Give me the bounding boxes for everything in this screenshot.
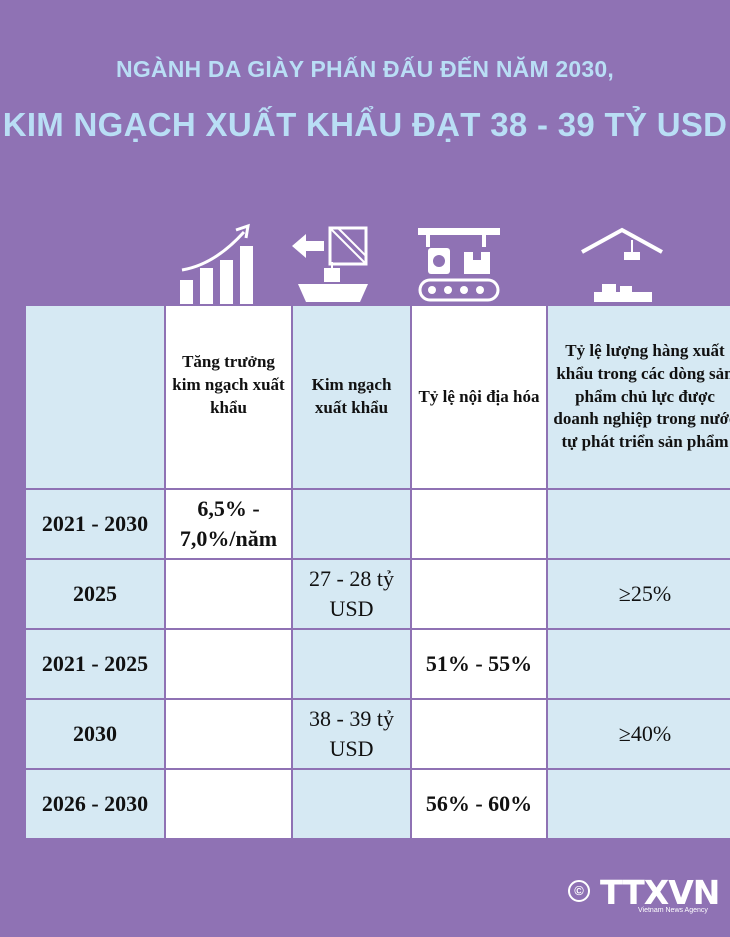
ttxvn-logo: TTXVN (600, 873, 720, 912)
growth-chart-icon (180, 223, 253, 306)
table-row: 2021 - 2030 6,5% - 7,0%/năm (24, 488, 730, 560)
share-cell (546, 488, 730, 560)
header-cell-empty (24, 304, 166, 490)
period-cell: 2021 - 2030 (24, 488, 166, 560)
table-row: 2025 27 - 28 tỷ USD ≥25% (24, 558, 730, 630)
localization-cell (410, 558, 548, 630)
growth-cell (164, 698, 293, 770)
factory-conveyor-icon (418, 228, 500, 302)
header-cell-localization: Tỷ lệ nội địa hóa (410, 304, 548, 490)
export-cell: 38 - 39 tỷ USD (291, 698, 412, 770)
targets-table: Tăng trưởng kim ngạch xuất khẩu Kim ngạc… (24, 304, 730, 840)
header-cell-export: Kim ngạch xuất khẩu (291, 304, 412, 490)
period-cell: 2025 (24, 558, 166, 630)
period-cell: 2021 - 2025 (24, 628, 166, 700)
localization-cell: 51% - 55% (410, 628, 548, 700)
export-ship-icon (292, 226, 368, 302)
table-row: 2021 - 2025 51% - 55% (24, 628, 730, 700)
table-row: 2026 - 2030 56% - 60% (24, 768, 730, 840)
period-cell: 2030 (24, 698, 166, 770)
table-header-row: Tăng trưởng kim ngạch xuất khẩu Kim ngạc… (24, 304, 730, 490)
export-cell (291, 768, 412, 840)
copyright-icon: © (568, 880, 590, 902)
share-cell (546, 768, 730, 840)
export-cell (291, 628, 412, 700)
header-cell-share: Tỷ lệ lượng hàng xuất khẩu trong các dòn… (546, 304, 730, 490)
share-cell: ≥40% (546, 698, 730, 770)
page-title-line-2: KIM NGẠCH XUẤT KHẨU ĐẠT 38 - 39 TỶ USD (2, 106, 728, 143)
share-cell: ≥25% (546, 558, 730, 630)
localization-cell (410, 488, 548, 560)
share-cell (546, 628, 730, 700)
agency-name: Vietnam News Agency (638, 907, 708, 914)
growth-cell (164, 768, 293, 840)
warehouse-crane-icon (581, 227, 663, 302)
export-cell: 27 - 28 tỷ USD (291, 558, 412, 630)
table-row: 2030 38 - 39 tỷ USD ≥40% (24, 698, 730, 770)
growth-cell (164, 628, 293, 700)
localization-cell (410, 698, 548, 770)
export-cell (291, 488, 412, 560)
period-cell: 2026 - 2030 (24, 768, 166, 840)
growth-cell: 6,5% - 7,0%/năm (164, 488, 293, 560)
page-title-line-1: NGÀNH DA GIÀY PHẤN ĐẤU ĐẾN NĂM 2030, (116, 56, 614, 82)
localization-cell: 56% - 60% (410, 768, 548, 840)
growth-cell (164, 558, 293, 630)
header-cell-growth: Tăng trưởng kim ngạch xuất khẩu (164, 304, 293, 490)
